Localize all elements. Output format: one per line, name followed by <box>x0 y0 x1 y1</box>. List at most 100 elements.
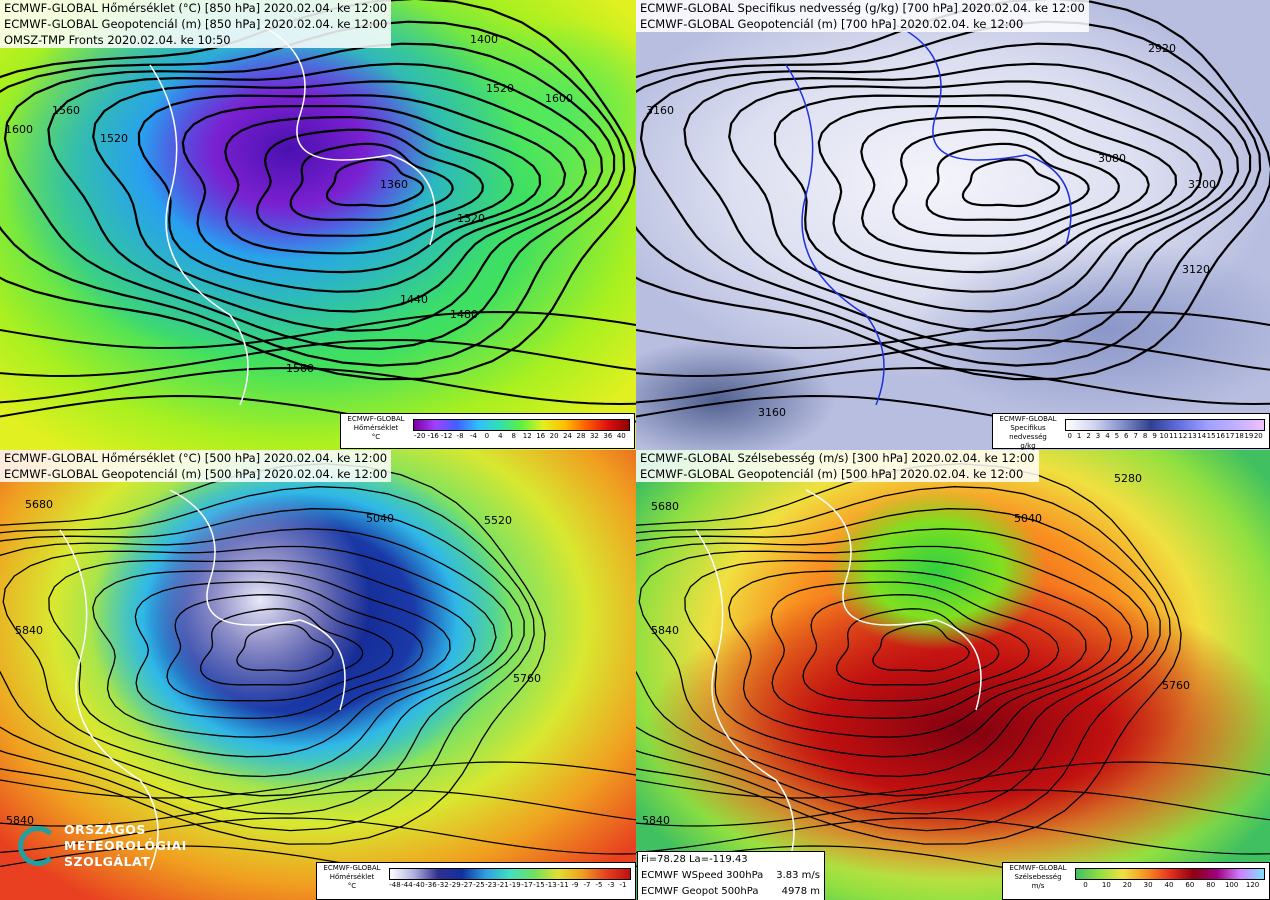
contour-line <box>181 105 542 274</box>
header-line: OMSZ-TMP Fronts 2020.02.04. ke 10:50 <box>4 33 231 47</box>
header-line: ECMWF-GLOBAL Geopotenciál (m) [500 hPa] … <box>4 467 388 481</box>
legend-tick: 0 <box>1067 432 1072 440</box>
legend-tick: 19 <box>1244 432 1254 440</box>
legend-tick: 7 <box>1133 432 1138 440</box>
legend-tick: 120 <box>1245 881 1260 889</box>
info-coords: Fi=78.28 La=-119.43 <box>641 854 748 865</box>
contour-label: 5520 <box>484 514 512 527</box>
legend-tick: -36 <box>425 881 437 889</box>
contour-line <box>224 115 514 255</box>
legend-tick: -32 <box>437 881 449 889</box>
header-line: ECMWF-GLOBAL Geopotenciál (m) [500 hPa] … <box>640 467 1024 481</box>
legend-tick: -9 <box>571 881 579 889</box>
legend-tick: -21 <box>497 881 509 889</box>
contour-line <box>891 128 1120 237</box>
legend-meta: ECMWF-GLOBAL Hőmérséklet °C <box>319 864 385 891</box>
contour-label: 3160 <box>646 104 674 117</box>
legend-tick: 8 <box>511 432 517 440</box>
legend-tick: -27 <box>461 881 473 889</box>
legend-tick: 14 <box>1197 432 1207 440</box>
legend-tick: -4 <box>469 432 477 440</box>
legend-tick: 1 <box>1076 432 1082 440</box>
legend-tick: 10 <box>1101 881 1111 889</box>
contour-line <box>728 570 1087 738</box>
contour-line <box>773 94 1203 293</box>
legend-source: ECMWF-GLOBAL <box>347 415 405 423</box>
legend-tick: -1 <box>619 881 627 889</box>
legend-colorbar <box>413 419 630 431</box>
contour-label: 1560 <box>286 362 314 375</box>
legend-tick: 28 <box>576 432 586 440</box>
legend-tick: 3 <box>1095 432 1101 440</box>
legend-tick: 10 <box>1159 432 1169 440</box>
contour-line <box>137 94 567 293</box>
contour-label: 5760 <box>513 672 541 685</box>
contour-line <box>0 486 535 832</box>
legend-tick: 2 <box>1086 432 1091 440</box>
legend-colorbar <box>1065 419 1265 431</box>
header-line: ECMWF-GLOBAL Geopotenciál (m) [700 hPa] … <box>640 17 1024 31</box>
legend: ECMWF-GLOBAL Specifikus nedvesség g/kg 0 1 2 3… <box>992 413 1270 450</box>
legend-tick: 12 <box>522 432 532 440</box>
legend-tick: 4 <box>498 432 503 440</box>
contour-line <box>817 105 1178 274</box>
contour-line <box>2 545 497 778</box>
legend-tick: 32 <box>589 432 599 440</box>
legend-unit: g/kg <box>1020 442 1036 450</box>
legend-tick: 13 <box>1187 432 1197 440</box>
legend-tick: 24 <box>563 432 572 440</box>
contour-line <box>636 508 1161 815</box>
contour-line <box>728 80 1224 313</box>
legend-tick: 15 <box>1206 432 1216 440</box>
legend-tick: 80 <box>1206 881 1216 889</box>
contour-line <box>961 158 1061 208</box>
contour-label: 1600 <box>545 92 573 105</box>
contour-line <box>636 463 1182 845</box>
header-line: ECMWF-GLOBAL Hőmérséklet (°C) [500 hPa] … <box>4 451 388 465</box>
legend-tick: 0 <box>484 432 490 440</box>
legend-tick: 60 <box>1185 881 1195 889</box>
contour-label: 1520 <box>100 132 128 145</box>
contour-label: 5760 <box>1162 679 1190 692</box>
legend-tick: -13 <box>545 881 557 889</box>
contour-line <box>325 158 425 208</box>
contour-line <box>636 366 1270 406</box>
panel-header: ECMWF-GLOBAL Szélsebesség (m/s) [300 hPa… <box>636 450 1039 482</box>
contour-label: 5280 <box>1114 472 1142 485</box>
contour-line <box>0 508 525 815</box>
contour-line <box>0 528 513 797</box>
contour-label: 5680 <box>651 500 679 513</box>
legend-name: Hőmérséklet <box>329 873 375 881</box>
legend-tick: -3 <box>607 881 615 889</box>
contour-label: 5840 <box>651 624 679 637</box>
legend-tick: 40 <box>1164 881 1174 889</box>
legend-name: Hőmérséklet <box>353 424 399 432</box>
legend-tick: 16 <box>1216 432 1226 440</box>
legend-tick: 20 <box>549 432 559 440</box>
map-panel: 5680 5840 5760 5040 5280 5840 ECMWF-GLOBAL Szé… <box>636 450 1270 900</box>
contour-layer <box>0 463 636 883</box>
legend-name: Szélsebesség <box>1014 873 1062 881</box>
legend-tick: -15 <box>533 881 545 889</box>
header-line: ECMWF-GLOBAL Specifikus nedvesség (g/kg)… <box>640 1 1085 15</box>
contour-line <box>925 142 1090 222</box>
legend-tick: 20 <box>1122 881 1132 889</box>
contour-label: 1400 <box>470 33 498 46</box>
header-line: ECMWF-GLOBAL Hőmérséklet (°C) [850 hPa] … <box>4 1 388 15</box>
legend-colorbar <box>389 868 631 880</box>
contour-line <box>836 608 1000 686</box>
contour-line <box>684 559 1112 758</box>
legend: ECMWF-GLOBAL Hőmérséklet °C -20 -16 -12 -8 -4 0 4… <box>340 413 635 449</box>
info-label: ECMWF WSpeed 300hPa <box>641 870 764 881</box>
legend-tick: 18 <box>1234 432 1244 440</box>
legend-tick: -16 <box>427 432 439 440</box>
contour-line <box>134 581 424 719</box>
contour-line <box>0 310 636 350</box>
map-panel: 3160 3200 3120 3080 2920 3160 ECMWF-GLOBAL Spe… <box>636 0 1270 450</box>
logo-text: SZOLGÁLAT <box>64 854 151 869</box>
legend-tick: 6 <box>1124 432 1129 440</box>
legend-meta: ECMWF-GLOBAL Specifikus nedvesség g/kg <box>995 415 1061 450</box>
legend-unit: °C <box>371 433 381 441</box>
legend-tick: -5 <box>595 881 603 889</box>
